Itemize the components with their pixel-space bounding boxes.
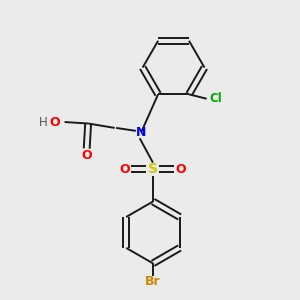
Text: O: O — [120, 163, 130, 176]
Text: H: H — [39, 116, 48, 128]
Text: O: O — [81, 148, 92, 161]
Text: Br: Br — [145, 275, 161, 288]
Text: O: O — [49, 116, 60, 128]
Text: O: O — [176, 163, 186, 176]
Text: S: S — [148, 162, 158, 176]
Text: Cl: Cl — [209, 92, 222, 105]
Text: N: N — [136, 126, 146, 139]
